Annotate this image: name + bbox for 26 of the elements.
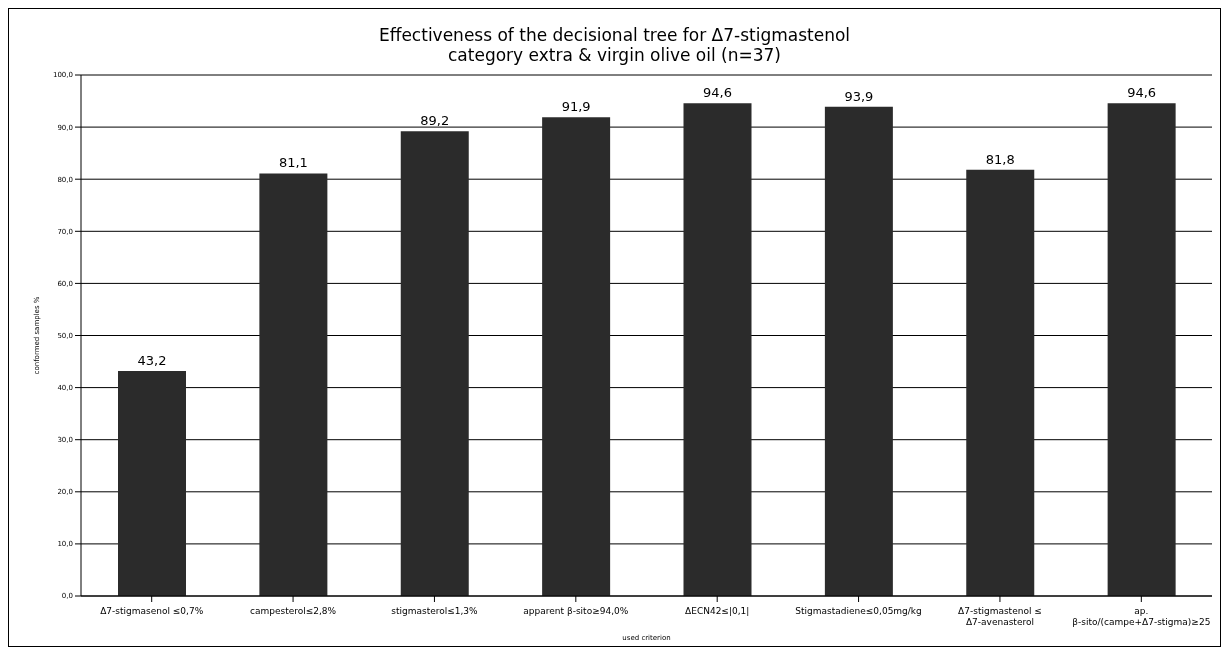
data-label: 93,9: [844, 88, 874, 104]
x-tick-label: ΔECN42≤|0,1|: [685, 606, 750, 616]
x-tick-label: stigmasterol≤1,3%: [391, 606, 479, 616]
x-tick-label: Stigmastadiene≤0,05mg/kg: [795, 606, 922, 616]
bar: [824, 106, 893, 596]
bar: [400, 131, 469, 596]
data-label: 81,8: [985, 151, 1015, 167]
bar: [683, 103, 752, 596]
data-label: 94,6: [1127, 85, 1157, 101]
bar: [259, 173, 328, 596]
chart-subtitle: category extra & virgin olive oil (n=37): [447, 45, 782, 65]
x-tick-label: apparent β-sito≥94,0%: [523, 606, 629, 616]
data-label: 43,2: [137, 352, 167, 368]
bar: [118, 370, 186, 596]
bar: [542, 117, 611, 596]
data-label: 81,1: [278, 155, 308, 171]
chart-title: Effectiveness of the decisional tree for Δ7-stigmastenol: [377, 25, 852, 45]
data-label: 94,6: [703, 85, 732, 101]
bar: [966, 169, 1035, 596]
data-label: 89,2: [420, 113, 450, 129]
x-tick-label: ap. β-sito/(campe+Δ7-stigma)≥25: [1072, 606, 1211, 627]
bar: [1107, 103, 1176, 596]
x-tick-label: Δ7-stigmasenol ≤0,7%: [100, 606, 204, 616]
data-label: 91,9: [561, 99, 591, 115]
x-tick-label: campesterol≤2,8%: [249, 606, 337, 616]
x-tick-label: Δ7-stigmastenol ≤ Δ7-avenasterol: [958, 606, 1042, 627]
